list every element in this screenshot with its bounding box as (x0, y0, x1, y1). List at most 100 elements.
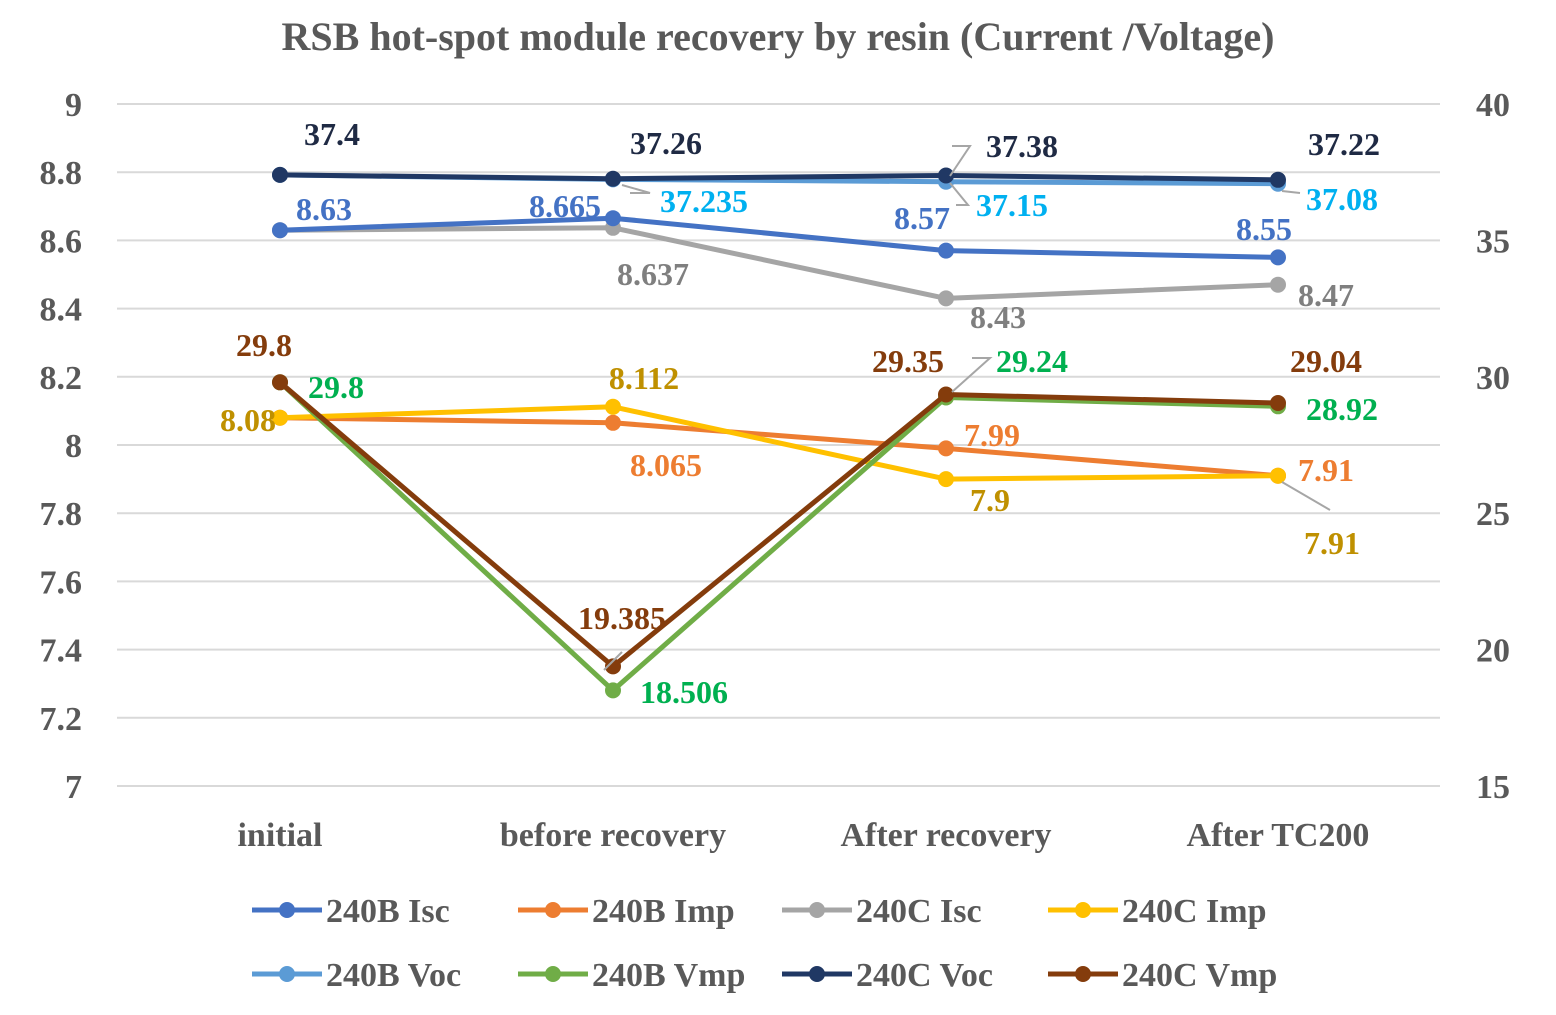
data-label: 29.04 (1290, 343, 1362, 379)
leader-lines (603, 145, 1331, 671)
left-tick-label: 7.8 (40, 496, 83, 533)
data-label: 7.99 (964, 417, 1020, 453)
legend-marker (1075, 966, 1091, 982)
data-label: 28.92 (1306, 391, 1378, 427)
right-axis-ticks: 15 20 25 30 35 40 (1476, 87, 1510, 806)
series-240c-imp (272, 398, 1286, 488)
leader-line (1281, 481, 1331, 511)
legend: 240B Isc 240B Imp 240C Isc 240C Imp 240B Voc… (252, 893, 1277, 994)
legend-item: 240C Imp (1048, 893, 1267, 930)
legend-marker (545, 902, 561, 918)
series-line (278, 380, 1279, 693)
data-label: 37.15 (976, 187, 1048, 223)
data-label: 29.24 (996, 343, 1068, 379)
legend-item: 240B Isc (252, 893, 450, 930)
data-label: 8.43 (970, 299, 1026, 335)
data-point (938, 471, 954, 488)
data-label: 8.55 (1236, 211, 1292, 247)
leader-line (621, 184, 651, 194)
data-point (605, 170, 621, 187)
series-lines (272, 166, 1286, 699)
category-label: initial (237, 817, 322, 854)
category-label: After TC200 (1187, 817, 1370, 854)
data-point (605, 658, 621, 675)
series-240c-voc (272, 166, 1286, 188)
data-point (605, 398, 621, 415)
data-point (1270, 276, 1286, 293)
legend-label: 240B Isc (326, 893, 450, 930)
right-tick-label: 35 (1476, 223, 1510, 260)
legend-label: 240B Voc (326, 957, 461, 994)
leader-line (949, 182, 971, 206)
right-tick-label: 25 (1476, 496, 1510, 533)
legend-item: 240B Voc (252, 957, 461, 994)
data-label: 19.385 (578, 600, 666, 636)
left-tick-label: 8.8 (40, 155, 83, 192)
legend-item: 240C Voc (782, 957, 993, 994)
data-point (938, 440, 954, 457)
left-axis-ticks: 7 7.2 7.4 7.6 7.8 8 8.2 8.4 8.6 8.8 9 (40, 87, 83, 806)
legend-label: 240C Imp (1122, 893, 1267, 930)
legend-marker (279, 966, 295, 982)
category-label: After recovery (840, 817, 1051, 854)
data-label: 8.665 (529, 188, 601, 224)
legend-item: 240C Vmp (1048, 957, 1277, 994)
x-axis-categories: initial before recovery After recovery Afte… (237, 817, 1369, 854)
series-line (279, 415, 1279, 479)
data-point (938, 167, 954, 184)
data-point (1270, 249, 1286, 266)
data-labels: 8.63 8.665 8.57 8.55 8.065 7.99 7.91 8.637 8.43 8… (220, 116, 1380, 710)
data-label: 7.91 (1304, 525, 1360, 561)
legend-marker (1075, 902, 1091, 918)
data-label: 8.57 (894, 200, 950, 236)
data-point (272, 222, 288, 239)
data-label: 37.38 (986, 128, 1058, 164)
data-label: 37.22 (1308, 126, 1380, 162)
left-tick-label: 7.6 (40, 564, 83, 601)
series-240b-imp (272, 409, 1286, 484)
left-tick-label: 8 (65, 428, 82, 465)
right-tick-label: 20 (1476, 633, 1510, 670)
chart-title: RSB hot-spot module recovery by resin (C… (282, 14, 1275, 59)
right-tick-label: 15 (1476, 769, 1510, 806)
data-label: 8.065 (630, 447, 702, 483)
series-240b-isc (272, 210, 1286, 266)
data-label: 37.08 (1306, 181, 1378, 217)
data-point (1270, 171, 1286, 188)
category-label: before recovery (500, 817, 726, 854)
left-tick-label: 7.4 (40, 633, 83, 670)
data-label: 8.112 (609, 360, 679, 396)
series-line (279, 225, 1279, 301)
data-point (605, 682, 621, 699)
legend-marker (809, 966, 825, 982)
data-label: 7.9 (970, 482, 1010, 518)
data-point (272, 166, 288, 183)
legend-marker (279, 902, 295, 918)
series-240c-vmp (272, 374, 1286, 675)
legend-label: 240C Voc (856, 957, 993, 994)
series-line (279, 172, 1279, 183)
data-point (605, 414, 621, 431)
series-line (279, 215, 1279, 260)
data-label: 8.47 (1298, 277, 1354, 313)
data-label: 29.8 (308, 369, 364, 405)
left-tick-label: 8.4 (40, 292, 83, 329)
data-point (938, 242, 954, 259)
legend-item: 240B Vmp (518, 957, 745, 994)
data-label: 37.235 (660, 183, 748, 219)
series-line (278, 380, 1279, 669)
series-line (279, 404, 1279, 482)
data-label: 8.63 (296, 191, 352, 227)
data-label: 8.637 (617, 256, 689, 292)
data-label: 29.8 (236, 327, 292, 363)
leader-line (1281, 190, 1301, 194)
data-point (272, 409, 288, 426)
data-label: 18.506 (640, 674, 728, 710)
legend-marker (545, 966, 561, 982)
legend-marker (809, 902, 825, 918)
right-tick-label: 30 (1476, 360, 1510, 397)
left-tick-label: 8.2 (40, 360, 83, 397)
data-label: 37.26 (630, 125, 702, 161)
data-label: 8.08 (220, 402, 276, 438)
